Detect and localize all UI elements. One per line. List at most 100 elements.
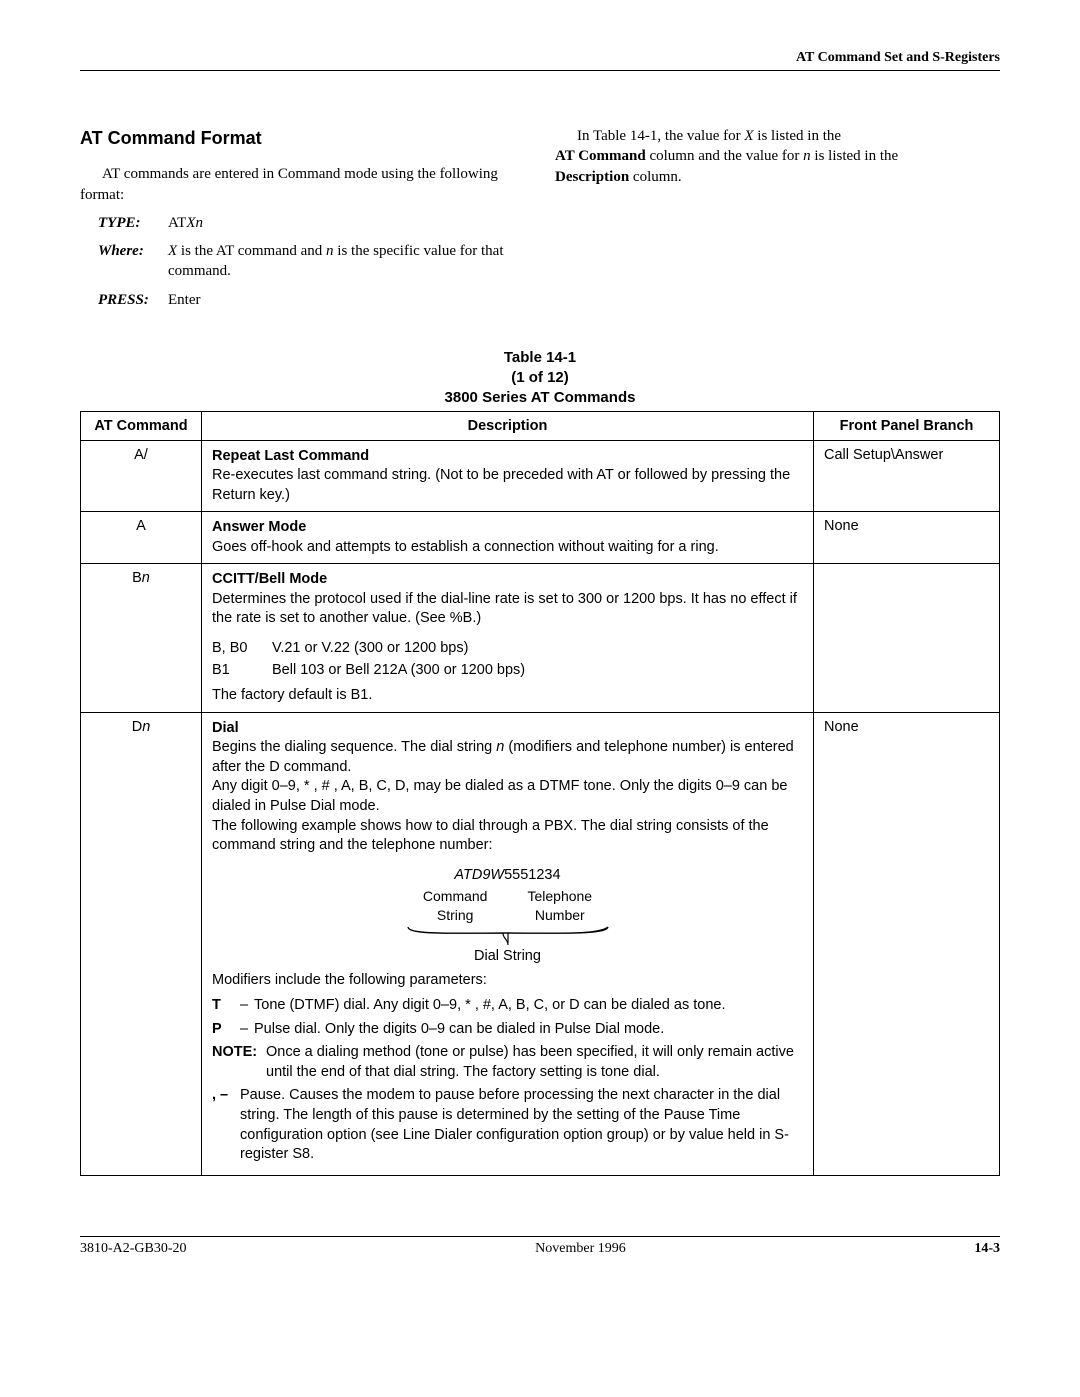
branch-cell: None <box>814 512 1000 564</box>
example-left-b: String <box>437 907 474 923</box>
example-right-a: Telephone <box>527 888 592 904</box>
desc-body: Goes off-hook and attempts to establish … <box>212 539 719 555</box>
press-label: PRESS: <box>98 290 168 310</box>
where-x: X <box>168 243 177 259</box>
mod-dash: – <box>240 1020 254 1040</box>
desc-title: CCITT/Bell Mode <box>212 571 327 587</box>
page-footer: 3810-A2-GB30-20 November 1996 14-3 <box>80 1236 1000 1257</box>
th-cmd: AT Command <box>81 411 202 440</box>
where-label: Where: <box>98 241 168 282</box>
table-row: A/ Repeat Last Command Re-executes last … <box>81 440 1000 512</box>
rp-2d: is listed in the <box>811 148 899 164</box>
modifiers-intro: Modifiers include the following paramete… <box>212 971 803 991</box>
left-column: AT Command Format AT commands are entere… <box>80 126 525 318</box>
opt-key: B, B0 <box>212 639 272 659</box>
sub-options: B, B0 V.21 or V.22 (300 or 1200 bps) B1 … <box>212 639 803 680</box>
pause-row: , – Pause. Causes the modem to pause bef… <box>212 1086 803 1164</box>
cmd-Bn: n <box>142 570 150 586</box>
branch-cell <box>814 564 1000 712</box>
desc-body3: The following example shows how to dial … <box>212 818 769 854</box>
cmd-cell: Bn <box>81 564 202 712</box>
dial-string-caption: Dial String <box>358 947 658 967</box>
rp-atcmd: AT Command <box>555 148 646 164</box>
cmd-cell: Dn <box>81 712 202 1175</box>
note-row: NOTE: Once a dialing method (tone or pul… <box>212 1043 803 1082</box>
where-value: X is the AT command and n is the specifi… <box>168 241 525 282</box>
th-branch: Front Panel Branch <box>814 411 1000 440</box>
sub-opt-row: B, B0 V.21 or V.22 (300 or 1200 bps) <box>212 639 803 659</box>
opt-val: V.21 or V.22 (300 or 1200 bps) <box>272 639 468 659</box>
desc-title: Repeat Last Command <box>212 448 369 464</box>
format-press-row: PRESS: Enter <box>98 290 525 310</box>
cmd-cell: A <box>81 512 202 564</box>
rp-x: X <box>744 128 753 144</box>
cmd-B: B <box>132 570 142 586</box>
desc-body2: Any digit 0–9, * , # , A, B, C, D, may b… <box>212 778 787 814</box>
rp-c: is listed in the <box>754 128 842 144</box>
footer-center: November 1996 <box>535 1241 626 1257</box>
table-header-row: AT Command Description Front Panel Branc… <box>81 411 1000 440</box>
desc-title: Dial <box>212 720 239 736</box>
mod-text-P: Pulse dial. Only the digits 0–9 can be d… <box>254 1020 803 1040</box>
cmd-D: D <box>132 719 142 735</box>
mod-key-T: T <box>212 996 240 1016</box>
sub-opt-row: B1 Bell 103 or Bell 212A (300 or 1200 bp… <box>212 661 803 681</box>
pause-text: Pause. Causes the modem to pause before … <box>240 1086 803 1164</box>
brace-icon <box>398 925 618 947</box>
desc-body: Re-executes last command string. (Not to… <box>212 467 790 503</box>
mod-text-T: Tone (DTMF) dial. Any digit 0–9, * , #, … <box>254 996 803 1016</box>
example-right-b: Number <box>535 907 585 923</box>
intro-columns: AT Command Format AT commands are entere… <box>80 126 1000 318</box>
intro-text: AT commands are entered in Command mode … <box>80 164 525 205</box>
example-cmd: ATD9W <box>454 867 504 883</box>
footer-left: 3810-A2-GB30-20 <box>80 1241 187 1257</box>
example-num: 5551234 <box>504 867 560 883</box>
footer-page-number: 14-3 <box>974 1241 1000 1257</box>
type-prefix: AT <box>168 215 186 231</box>
rp-a: In Table 14-1, the value for <box>577 128 744 144</box>
opt-val: Bell 103 or Bell 212A (300 or 1200 bps) <box>272 661 525 681</box>
table-row: Dn Dial Begins the dialing sequence. The… <box>81 712 1000 1175</box>
at-commands-table: AT Command Description Front Panel Branc… <box>80 411 1000 1176</box>
where-n: n <box>326 243 334 259</box>
factory-default: The factory default is B1. <box>212 686 803 706</box>
rp-n: n <box>803 148 811 164</box>
table-row: A Answer Mode Goes off-hook and attempts… <box>81 512 1000 564</box>
opt-key: B1 <box>212 661 272 681</box>
note-label: NOTE: <box>212 1043 266 1082</box>
rp-3b: column. <box>629 169 682 185</box>
table-row: Bn CCITT/Bell Mode Determines the protoc… <box>81 564 1000 712</box>
table-caption: Table 14-1 (1 of 12) 3800 Series AT Comm… <box>80 348 1000 409</box>
right-paragraph: In Table 14-1, the value for X is listed… <box>555 126 1000 187</box>
section-heading: AT Command Format <box>80 126 525 150</box>
branch-cell: Call Setup\Answer <box>814 440 1000 512</box>
modifier-list: T – Tone (DTMF) dial. Any digit 0–9, * ,… <box>212 996 803 1165</box>
format-list: TYPE: ATXn Where: X is the AT command an… <box>98 213 525 310</box>
desc-cell: Dial Begins the dialing sequence. The di… <box>202 712 814 1175</box>
example-right: Telephone Number <box>527 887 592 925</box>
running-header: AT Command Set and S-Registers <box>80 50 1000 71</box>
example-left: Command String <box>423 887 488 925</box>
pause-key: , – <box>212 1086 240 1164</box>
type-value: ATXn <box>168 213 525 233</box>
format-where-row: Where: X is the AT command and n is the … <box>98 241 525 282</box>
format-type-row: TYPE: ATXn <box>98 213 525 233</box>
type-label: TYPE: <box>98 213 168 233</box>
branch-cell: None <box>814 712 1000 1175</box>
note-body: Once a dialing method (tone or pulse) ha… <box>266 1043 803 1082</box>
desc-cell: CCITT/Bell Mode Determines the protocol … <box>202 564 814 712</box>
desc-body: Determines the protocol used if the dial… <box>212 591 797 627</box>
modifier-row: T – Tone (DTMF) dial. Any digit 0–9, * ,… <box>212 996 803 1016</box>
dial-example-labels: Command String Telephone Number <box>358 887 658 925</box>
mod-dash: – <box>240 996 254 1016</box>
desc-body-a: Begins the dialing sequence. The dial st… <box>212 739 496 755</box>
modifier-row: P – Pulse dial. Only the digits 0–9 can … <box>212 1020 803 1040</box>
dial-example: ATD9W5551234 Command String Telephone Nu… <box>358 866 658 967</box>
desc-cell: Answer Mode Goes off-hook and attempts t… <box>202 512 814 564</box>
caption-line3: 3800 Series AT Commands <box>80 388 1000 408</box>
where-t2: is the AT command and <box>177 243 326 259</box>
rp-desc: Description <box>555 169 629 185</box>
desc-cell: Repeat Last Command Re-executes last com… <box>202 440 814 512</box>
caption-line1: Table 14-1 <box>80 348 1000 368</box>
dial-example-line1: ATD9W5551234 <box>358 866 658 886</box>
